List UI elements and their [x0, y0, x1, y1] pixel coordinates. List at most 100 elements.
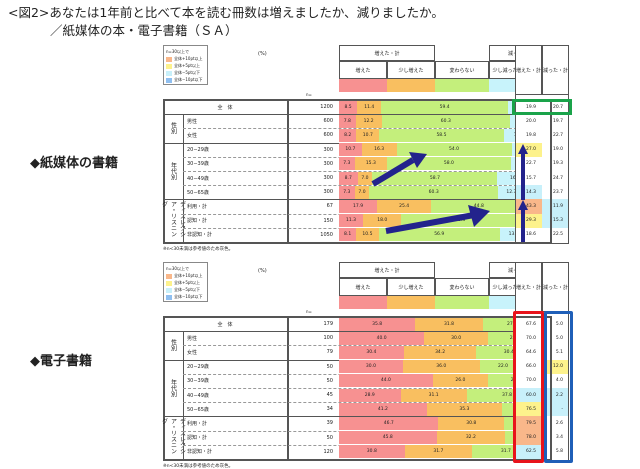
header-increased: 増えた — [339, 278, 387, 296]
bar-segment-1: 25.4 — [377, 200, 432, 213]
chart-title-line1: <図2>あなたは1年前と比べて本を読む冊数は増えましたか、減りましたか。 — [8, 5, 444, 20]
row-divider — [183, 227, 552, 229]
group-divider — [163, 359, 552, 361]
row-divider — [183, 444, 552, 446]
row-n: 300 — [323, 189, 333, 196]
bar-segment-1: 7.0 — [357, 171, 373, 185]
right-table-frame — [515, 45, 569, 244]
bar-segment-0: 44.0 — [339, 374, 433, 388]
bar-segment-0: 35.8 — [339, 317, 416, 331]
bar-segment-0: 17.9 — [339, 200, 378, 213]
row-label: 全 体 — [217, 321, 233, 328]
row-n: 150 — [323, 217, 333, 224]
group-divider — [163, 331, 552, 333]
percent-unit: (%) — [258, 268, 267, 274]
legend-item: 全体+5pt以上 — [166, 62, 205, 69]
bar-segment-0: 45.8 — [339, 431, 437, 445]
row-label: 女性 — [187, 132, 198, 139]
legend-heading: n=30以上で — [166, 49, 189, 54]
decreased-total-value: 22.5 — [542, 227, 569, 242]
percent-unit: (%) — [258, 51, 267, 57]
footnote: ※n<30未満は参考値のため灰色。 — [163, 464, 234, 469]
row-label: 50−65歳 — [187, 189, 209, 196]
row-label: 非認知・計 — [187, 232, 213, 239]
bar-segment-0: 28.9 — [339, 388, 401, 402]
bar-segment-0: 41.2 — [339, 402, 427, 416]
increased-total-value: 19.8 — [515, 128, 542, 143]
group-label-3: ディスレクシア・リスニング — [160, 201, 186, 238]
increased-total-value: 70.0 — [515, 331, 542, 346]
chart-title-line2: ／紙媒体の本・電子書籍（ＳＡ） — [50, 23, 238, 38]
row-label: 20−29歳 — [187, 364, 209, 371]
bar-segment-1: 12.2 — [355, 114, 382, 128]
header-increased: 増えた — [339, 61, 387, 79]
decreased-total-value: 15.3 — [542, 213, 569, 228]
row-label: 男性 — [187, 335, 198, 342]
n-label: n= — [306, 309, 312, 314]
group-label-1: 性別 — [169, 122, 177, 135]
row-n: 100 — [323, 335, 333, 342]
row-divider — [183, 345, 552, 347]
row-divider — [183, 430, 552, 432]
header-unchanged: 変わらない — [435, 61, 489, 79]
bar-segment-1: 35.3 — [426, 402, 502, 416]
bar-segment-1: 30.0 — [424, 331, 489, 345]
bar-segment-2: 58.5 — [379, 129, 504, 142]
bar-segment-0: 30.0 — [339, 360, 403, 374]
legend-swatch — [166, 56, 172, 62]
row-label-table — [163, 99, 339, 244]
highlight-box-decreased — [544, 311, 573, 463]
legend-label: 全体−5pt以下 — [174, 70, 201, 75]
legend-swatch — [166, 63, 172, 69]
bar-segment-0: 40.0 — [339, 331, 425, 345]
bar-segment-2: 58.7 — [372, 171, 498, 185]
legend-swatch — [166, 273, 172, 279]
label-col-divider — [183, 331, 184, 459]
header-slightly-decreased: 少し減った — [489, 278, 521, 296]
bar-segment-1: 18.0 — [363, 214, 402, 228]
header-color-band — [489, 79, 521, 92]
row-label: 利用・計 — [187, 203, 208, 210]
increased-total-value: 19.9 — [515, 100, 542, 115]
bar-segment-1: 32.2 — [436, 431, 506, 445]
row-label: 認知・計 — [187, 218, 208, 225]
increased-total-value: 60.0 — [515, 388, 542, 403]
group-divider — [163, 416, 552, 418]
row-divider — [183, 156, 552, 158]
bar-segment-2: 56.9 — [378, 228, 500, 242]
decreased-total-value: - — [542, 402, 569, 417]
row-n: 300 — [323, 146, 333, 153]
header-increased-total: 増えた・計 — [339, 45, 435, 61]
bar-segment-1: 15.3 — [354, 157, 388, 171]
row-n: 50 — [326, 377, 333, 384]
decreased-total-value: 4.0 — [542, 373, 569, 388]
row-n: 600 — [323, 118, 333, 125]
bar-segment-1: 31.7 — [404, 445, 473, 459]
bar-segment-0: 11.3 — [339, 214, 364, 228]
highlight-box-increased — [513, 311, 544, 463]
group-label-3: ディスレクシア・リスニング — [160, 418, 186, 455]
row-n: 67 — [326, 203, 333, 210]
row-label: 20−29歳 — [187, 147, 209, 154]
bar-segment-2: 60.3 — [369, 185, 498, 199]
header-color-band — [339, 79, 387, 92]
row-n: 1050 — [320, 231, 333, 238]
bar-segment-1: 34.2 — [403, 346, 477, 359]
decreased-total-value: 23.7 — [542, 185, 569, 200]
legend-item: 全体−5pt以下 — [166, 286, 205, 293]
legend-swatch — [166, 77, 172, 83]
bar-frame — [339, 99, 552, 244]
decreased-total-value: 5.8 — [542, 444, 569, 459]
header-color-band — [489, 296, 521, 309]
section-label-ebook: ◆電子書籍 — [30, 354, 92, 369]
bar-segment-1: 10.7 — [356, 129, 380, 142]
row-divider — [183, 185, 552, 187]
row-n: 34 — [326, 406, 333, 413]
legend-box: n=30以上で 全体+10pt以上 全体+5pt以上 全体−5pt以下 全体−10pt以… — [163, 262, 208, 302]
legend-item: 全体+10pt以上 — [166, 55, 205, 62]
bar-segment-0: 8.2 — [339, 129, 357, 142]
increased-total-value: 70.0 — [515, 373, 542, 388]
increased-total-value: 62.5 — [515, 444, 542, 459]
header-right-decreased-total: 減った・計 — [542, 262, 569, 312]
highlight-box-total — [512, 99, 572, 116]
